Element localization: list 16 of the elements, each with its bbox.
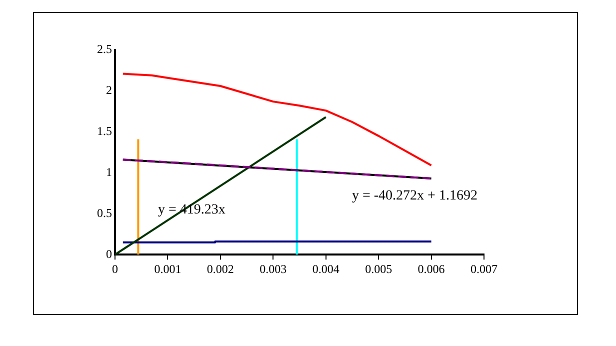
y-tick-label: 2.5 (97, 42, 112, 56)
annotation: y = 419.23x (158, 202, 226, 218)
line-series (122, 158, 432, 180)
y-tick-label: 2 (106, 83, 112, 98)
x-tick-label: 0.003 (260, 262, 287, 276)
x-tick-label: 0.002 (206, 262, 234, 276)
x-tick-label: 0.007 (470, 262, 498, 276)
x-tick-label: 0.006 (418, 262, 445, 276)
x-tick-label: 0.004 (312, 262, 340, 276)
y-tick-label: 0.5 (97, 206, 112, 220)
y-tick-label: 1.5 (97, 124, 112, 138)
annotation: y = -40.272x + 1.1692 (352, 188, 478, 204)
x-tick-label: 0.001 (154, 262, 182, 276)
y-tick-label: 0 (106, 246, 112, 261)
y-tick-label: 1 (106, 164, 112, 179)
x-tick-label: 0.005 (365, 262, 392, 276)
